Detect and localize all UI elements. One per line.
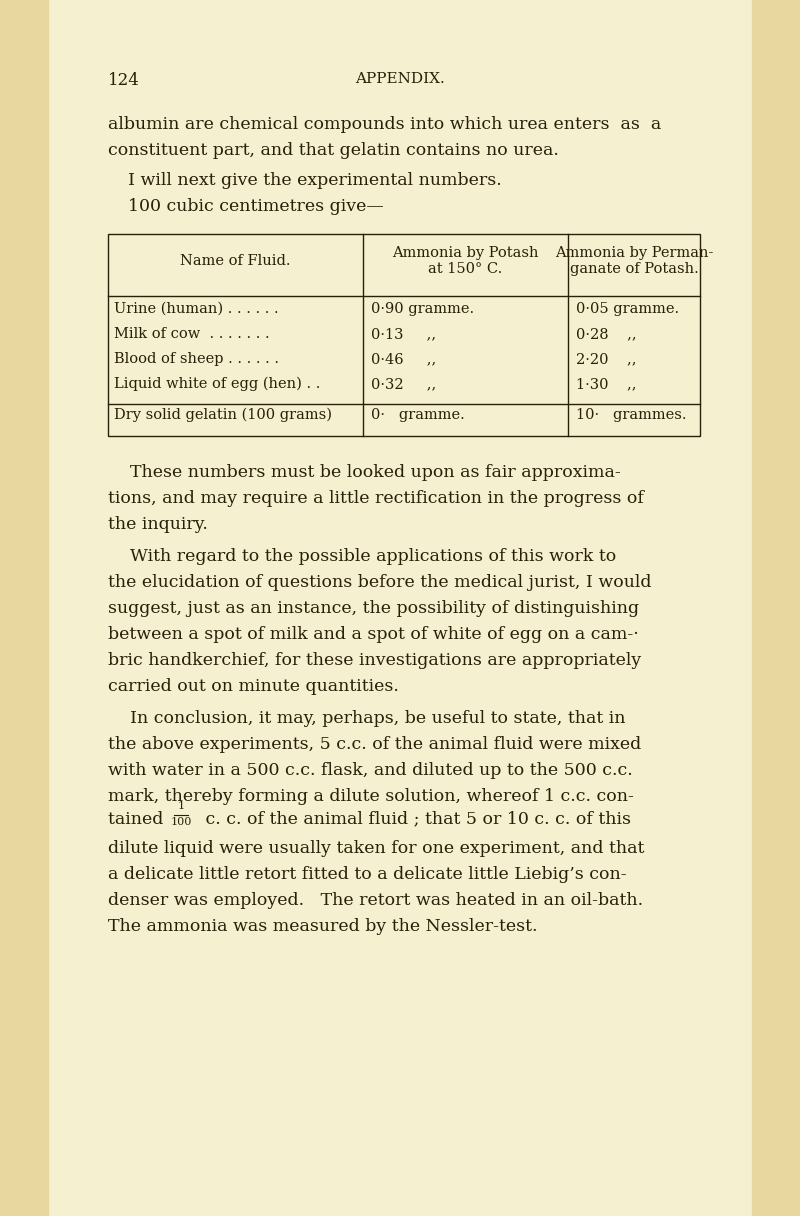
Bar	[108, 233, 700, 437]
Text: dilute liquid were usually taken for one experiment, and that: dilute liquid were usually taken for one…	[108, 840, 644, 857]
Text: Liquid white of egg (hen) . .: Liquid white of egg (hen) . .	[114, 377, 320, 392]
Text: the elucidation of questions before the medical jurist, I would: the elucidation of questions before the …	[108, 574, 651, 591]
Text: suggest, just as an instance, the possibility of distinguishing: suggest, just as an instance, the possib…	[108, 599, 639, 617]
Text: 10·   grammes.: 10· grammes.	[576, 409, 686, 422]
Text: the above experiments, 5 c.c. of the animal fluid were mixed: the above experiments, 5 c.c. of the ani…	[108, 736, 642, 753]
Text: with water in a 500 c.c. flask, and diluted up to the 500 c.c.: with water in a 500 c.c. flask, and dilu…	[108, 762, 633, 779]
Text: c. c. of the animal fluid ; that 5 or 10 c. c. of this: c. c. of the animal fluid ; that 5 or 10…	[200, 811, 631, 828]
Text: Dry solid gelatin (100 grams): Dry solid gelatin (100 grams)	[114, 409, 332, 422]
Text: With regard to the possible applications of this work to: With regard to the possible applications…	[108, 548, 616, 565]
Text: bric handkerchief, for these investigations are appropriately: bric handkerchief, for these investigati…	[108, 652, 642, 669]
Text: at 150° C.: at 150° C.	[428, 261, 502, 276]
Text: 0·90 gramme.: 0·90 gramme.	[371, 302, 474, 316]
Text: 1: 1	[178, 801, 185, 811]
Text: denser was employed.   The retort was heated in an oil-bath.: denser was employed. The retort was heat…	[108, 893, 643, 910]
Text: These numbers must be looked upon as fair approxima-: These numbers must be looked upon as fai…	[108, 465, 621, 482]
Text: a delicate little retort fitted to a delicate little Liebig’s con-: a delicate little retort fitted to a del…	[108, 866, 626, 883]
Text: constituent part, and that gelatin contains no urea.: constituent part, and that gelatin conta…	[108, 142, 559, 159]
Text: between a spot of milk and a spot of white of egg on a cam-·: between a spot of milk and a spot of whi…	[108, 626, 638, 643]
Text: tions, and may require a little rectification in the progress of: tions, and may require a little rectific…	[108, 490, 644, 507]
Text: Name of Fluid.: Name of Fluid.	[180, 254, 290, 268]
Text: 100: 100	[170, 817, 192, 827]
Text: APPENDIX.: APPENDIX.	[355, 72, 445, 86]
Text: 124: 124	[108, 72, 140, 89]
Text: the inquiry.: the inquiry.	[108, 516, 208, 533]
Text: 1·30    ,,: 1·30 ,,	[576, 377, 637, 392]
Text: 0·   gramme.: 0· gramme.	[371, 409, 465, 422]
Text: 0·05 gramme.: 0·05 gramme.	[576, 302, 679, 316]
Text: carried out on minute quantities.: carried out on minute quantities.	[108, 679, 399, 696]
Text: The ammonia was measured by the Nessler-test.: The ammonia was measured by the Nessler-…	[108, 918, 538, 935]
Text: 0·32     ,,: 0·32 ,,	[371, 377, 436, 392]
Text: I will next give the experimental numbers.: I will next give the experimental number…	[128, 171, 502, 188]
Text: Milk of cow  . . . . . . .: Milk of cow . . . . . . .	[114, 327, 270, 340]
Text: Blood of sheep . . . . . .: Blood of sheep . . . . . .	[114, 351, 279, 366]
Text: mark, thereby forming a dilute solution, whereof 1 c.c. con-: mark, thereby forming a dilute solution,…	[108, 788, 634, 805]
Text: ganate of Potash.: ganate of Potash.	[570, 261, 698, 276]
Text: tained: tained	[108, 811, 169, 828]
Text: In conclusion, it may, perhaps, be useful to state, that in: In conclusion, it may, perhaps, be usefu…	[108, 710, 626, 727]
Text: Ammonia by Perman-: Ammonia by Perman-	[555, 246, 713, 260]
Text: Ammonia by Potash: Ammonia by Potash	[392, 246, 538, 260]
Bar	[752, 0, 800, 1216]
Text: 100 cubic centimetres give—: 100 cubic centimetres give—	[128, 198, 384, 215]
Text: Urine (human) . . . . . .: Urine (human) . . . . . .	[114, 302, 278, 316]
Text: 2·20    ,,: 2·20 ,,	[576, 351, 637, 366]
Text: 0·28    ,,: 0·28 ,,	[576, 327, 637, 340]
Text: 0·13     ,,: 0·13 ,,	[371, 327, 436, 340]
Text: albumin are chemical compounds into which urea enters  as  a: albumin are chemical compounds into whic…	[108, 116, 662, 133]
Text: 0·46     ,,: 0·46 ,,	[371, 351, 436, 366]
Bar	[0, 0, 48, 1216]
